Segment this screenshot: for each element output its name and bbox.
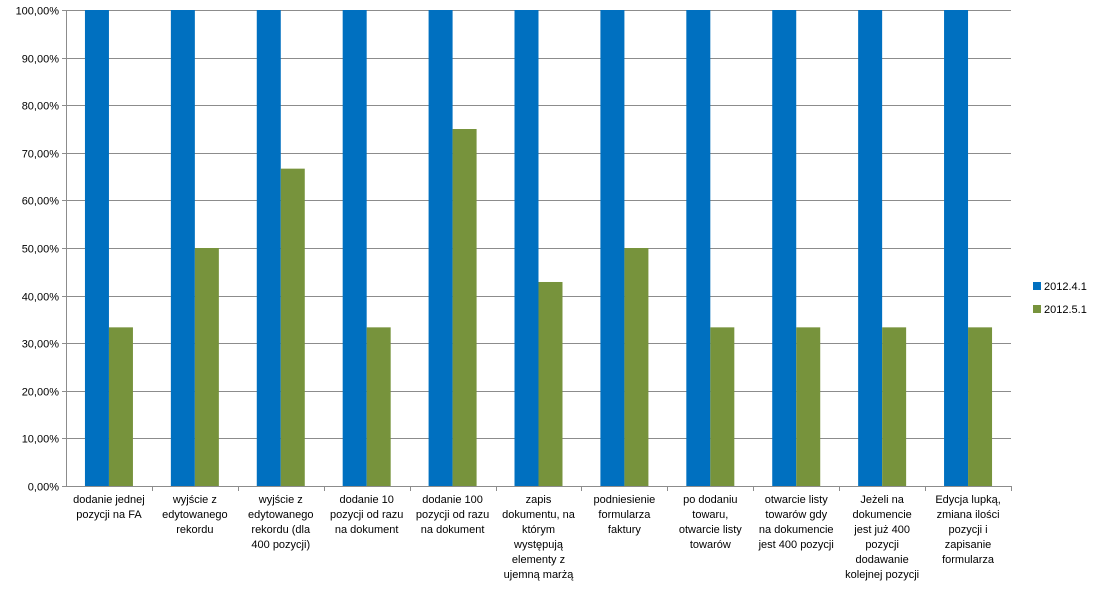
- y-tick-label: 70,00%: [22, 149, 60, 161]
- x-tick-label-line: dokumentu, na: [502, 509, 576, 521]
- x-tick-label-line: dodanie 10: [339, 494, 393, 506]
- bar-2012.4.1: [428, 10, 453, 486]
- x-tick-label-line: formularza: [598, 509, 651, 521]
- bar-2012.5.1: [452, 129, 477, 486]
- x-tick-label-line: edytowanego: [248, 509, 313, 521]
- legend-label: 2012.5.1: [1044, 304, 1087, 316]
- x-tick-label-line: pozycji od razu: [416, 509, 489, 521]
- x-tick-label: dodanie 100 pozycji od razu na dokument: [416, 494, 489, 536]
- y-tick-label: 20,00%: [22, 387, 60, 399]
- x-tick-label-line: wyjście z: [258, 494, 303, 506]
- y-tick-label: 60,00%: [22, 196, 60, 208]
- y-tick-label: 40,00%: [22, 292, 60, 304]
- bar-2012.4.1: [84, 10, 109, 486]
- x-tick-label: dodanie jednej pozycji na FA: [73, 494, 145, 521]
- y-tick-label: 50,00%: [22, 244, 60, 256]
- bar-2012.5.1: [194, 248, 219, 486]
- x-tick-label-line: zmiana ilości: [937, 509, 1000, 521]
- bar-2012.5.1: [538, 281, 563, 486]
- x-tick-label-line: pozycji i: [948, 524, 987, 536]
- x-tick-label: podniesienie formularza faktury: [594, 494, 656, 536]
- x-tick-label-line: formularza: [942, 554, 995, 566]
- x-tick-label-line: towaru,: [692, 509, 728, 521]
- bar-2012.5.1: [968, 327, 993, 486]
- y-axis: 0,00% 10,00% 20,00% 30,00% 40,00% 50,00% 60,00…: [16, 6, 67, 494]
- x-tick-label: po dodaniu towaru, otwarcie listy towarów: [679, 494, 742, 551]
- x-tick-label-line: zapis: [526, 494, 552, 506]
- x-tick-label-line: edytowanego: [162, 509, 227, 521]
- y-tick-label: 0,00%: [28, 482, 59, 494]
- x-tick-label-line: towarów: [690, 539, 731, 551]
- x-tick-label-line: otwarcie listy: [679, 524, 742, 536]
- bar-2012.5.1: [796, 327, 821, 486]
- bar-2012.5.1: [108, 327, 133, 486]
- x-tick-label: Edycja lupką, zmiana ilości pozycji i zapis…: [935, 494, 1000, 566]
- bar-2012.4.1: [944, 10, 969, 486]
- legend-swatch: [1033, 305, 1041, 313]
- bar-2012.4.1: [342, 10, 367, 486]
- x-tick-label-line: towarów gdy: [765, 509, 827, 521]
- bar-2012.5.1: [882, 327, 907, 486]
- x-tick-label-line: otwarcie listy: [765, 494, 828, 506]
- x-tick-label-line: na dokument: [421, 524, 485, 536]
- x-tick-label-line: jest 400 pozycji: [758, 539, 834, 551]
- x-tick-label-line: pozycji od razu: [330, 509, 403, 521]
- y-tick-label: 80,00%: [22, 101, 60, 113]
- x-tick-label-line: dokumencie: [852, 509, 911, 521]
- bar-2012.4.1: [686, 10, 711, 486]
- legend-label: 2012.4.1: [1044, 281, 1087, 293]
- x-tick-label-line: którym: [522, 524, 555, 536]
- x-axis: dodanie jednej pozycji na FA wyjście z edyt…: [66, 486, 1012, 581]
- x-tick-label: wyjście z edytowanego rekordu (dla 400 pozy…: [248, 494, 313, 551]
- bar-2012.4.1: [600, 10, 625, 486]
- bar-2012.4.1: [772, 10, 797, 486]
- x-tick-label-line: jest już 400: [853, 524, 910, 536]
- x-tick-label: dodanie 10 pozycji od razu na dokument: [330, 494, 403, 536]
- x-tick-label-line: elementy z: [512, 554, 565, 566]
- y-tick-label: 10,00%: [22, 434, 60, 446]
- x-tick-label-line: wyjście z: [172, 494, 217, 506]
- x-tick-label-line: dodanie 100: [422, 494, 483, 506]
- x-tick-label-line: na dokumencie: [759, 524, 834, 536]
- y-tick-label: 90,00%: [22, 54, 60, 66]
- x-tick-label-line: zapisanie: [945, 539, 991, 551]
- bar-2012.5.1: [280, 168, 305, 486]
- x-tick-label-line: podniesienie: [594, 494, 656, 506]
- x-tick-label-line: Edycja lupką,: [935, 494, 1000, 506]
- x-tick-label-line: 400 pozycji): [251, 539, 310, 551]
- x-tick-label-line: dodawanie: [856, 554, 909, 566]
- x-tick-label: wyjście z edytowanego rekordu: [162, 494, 227, 536]
- bar-2012.4.1: [514, 10, 539, 486]
- bar-2012.4.1: [170, 10, 195, 486]
- x-tick-label-line: pozycji: [865, 539, 899, 551]
- x-tick-label: otwarcie listy towarów gdy na dokumencie je…: [758, 494, 834, 551]
- legend-swatch: [1033, 282, 1041, 290]
- bar-2012.5.1: [710, 327, 735, 486]
- legend: 2012.4.1 2012.5.1: [1033, 281, 1087, 316]
- x-tick-label: Jeżeli na dokumencie jest już 400 pozycji do…: [845, 494, 919, 581]
- x-tick-label-line: rekordu: [176, 524, 213, 536]
- x-tick-label-line: Jeżeli na: [860, 494, 904, 506]
- y-tick-label: 100,00%: [16, 6, 60, 18]
- bar-2012.5.1: [366, 327, 391, 486]
- x-tick-label-line: na dokument: [335, 524, 399, 536]
- x-tick-label-line: po dodaniu: [683, 494, 737, 506]
- bar-2012.4.1: [858, 10, 883, 486]
- x-tick-label-line: rekordu (dla: [251, 524, 311, 536]
- x-tick-label-line: ujemną marżą: [504, 569, 575, 581]
- bar-2012.5.1: [624, 248, 649, 486]
- x-tick-label-line: pozycji na FA: [76, 509, 142, 521]
- y-tick-label: 30,00%: [22, 339, 60, 351]
- x-tick-label-line: kolejnej pozycji: [845, 569, 919, 581]
- x-tick-label-line: faktury: [608, 524, 642, 536]
- x-tick-label-line: występują: [513, 539, 564, 551]
- x-tick-label-line: dodanie jednej: [73, 494, 145, 506]
- x-tick-label: zapis dokumentu, na którym występują element…: [502, 494, 576, 581]
- bars: [84, 10, 993, 486]
- bar-2012.4.1: [256, 10, 281, 486]
